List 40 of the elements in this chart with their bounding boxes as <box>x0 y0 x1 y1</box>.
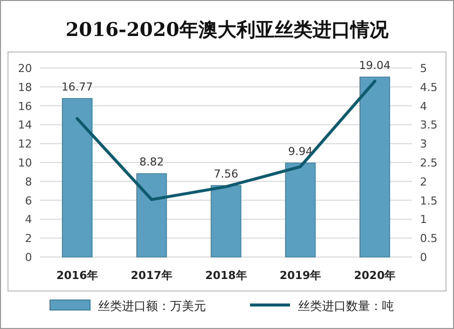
x-tick-label: 2018年 <box>205 269 247 282</box>
bar <box>360 76 390 258</box>
y2-tick-label: 2 <box>420 175 427 188</box>
y2-tick-label: 4.5 <box>420 80 438 94</box>
y-tick-label: 16 <box>18 100 32 113</box>
data-label: 16.77 <box>61 80 93 94</box>
y2-tick-label: 4 <box>420 100 427 113</box>
y-tick-label: 6 <box>25 194 32 208</box>
x-tick-label: 2016年 <box>56 269 98 282</box>
y-tick-label: 4 <box>25 213 32 226</box>
y2-tick-label: 0 <box>420 251 427 264</box>
bar <box>136 173 167 258</box>
y2-tick-label: 5 <box>420 62 427 75</box>
y-tick-label: 14 <box>18 118 32 132</box>
y2-tick-label: 3 <box>420 138 427 151</box>
legend-label: 丝类进口额：万美元 <box>98 299 206 313</box>
y-tick-label: 0 <box>25 251 32 264</box>
data-label: 9.94 <box>288 145 313 158</box>
y-tick-label: 18 <box>18 80 32 94</box>
y2-tick-label: 1 <box>420 213 427 226</box>
y-tick-label: 10 <box>18 156 32 170</box>
chart-title: 2016-2020年澳大利亚丝类进口情况 <box>66 19 390 41</box>
x-tick-label: 2020年 <box>354 269 396 282</box>
x-tick-label: 2019年 <box>280 269 322 282</box>
y-tick-label: 20 <box>18 62 32 75</box>
y-tick-label: 12 <box>18 138 32 151</box>
y-tick-label: 2 <box>25 232 32 246</box>
legend-label: 丝类进口数量：吨 <box>298 299 394 313</box>
x-tick-label: 2017年 <box>130 269 172 282</box>
data-label: 7.56 <box>214 168 238 181</box>
data-label: 8.82 <box>139 156 164 169</box>
bar <box>62 98 92 258</box>
y2-tick-label: 1.5 <box>420 194 438 208</box>
bar <box>285 162 316 258</box>
y2-tick-label: 3.5 <box>420 118 438 132</box>
y2-tick-label: 2.5 <box>420 156 438 170</box>
data-label: 19.04 <box>359 59 391 72</box>
bar <box>210 185 242 258</box>
y-tick-label: 8 <box>25 175 32 188</box>
y2-tick-label: 0.5 <box>420 232 438 246</box>
